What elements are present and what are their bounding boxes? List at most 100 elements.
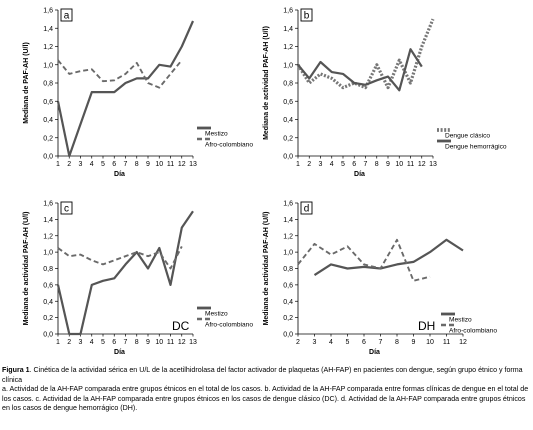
legend-label-1: Mestizo xyxy=(205,311,228,318)
panel-label: a xyxy=(64,11,70,22)
x-tick-label: 4 xyxy=(90,161,94,168)
series-line-1 xyxy=(56,20,195,158)
y-tick-label: 0,8 xyxy=(43,81,53,88)
y-tick-label: 0,6 xyxy=(43,282,53,289)
x-tick-label: 1 xyxy=(56,339,60,346)
panel-label: d xyxy=(304,204,310,215)
y-tick-label: 0,6 xyxy=(283,99,293,106)
y-tick-label: 1,0 xyxy=(283,62,293,69)
y-tick-label: 0,4 xyxy=(43,299,53,306)
series-line-2 xyxy=(297,238,431,282)
y-tick-label: 0,8 xyxy=(43,266,53,273)
y-tick-label: 1,6 xyxy=(43,201,53,208)
x-axis-label: Día xyxy=(114,349,125,356)
panel-label-box xyxy=(60,201,73,215)
chart-panel-b: 0,00,20,40,60,81,01,21,41,61 2 3 4 5 6 7 8 9 10 11… xyxy=(263,8,507,179)
corner-label: DH xyxy=(418,319,435,333)
y-tick-label: 0,8 xyxy=(283,266,293,273)
x-tick-label: 4 xyxy=(330,161,334,168)
x-tick-label: 3 xyxy=(79,161,83,168)
x-tick-label: 10 xyxy=(395,161,403,168)
x-tick-label: 11 xyxy=(443,339,450,346)
y-tick-label: 0,8 xyxy=(283,81,293,88)
chart-panel-d: 0,0 0,2 0,4 0,6 0,8 1,0 1,2 1,4 1,6 2 3 4 5 6 7 8 9 10 11 1… xyxy=(263,201,497,357)
x-tick-label: 10 xyxy=(426,339,434,346)
series-line-2 xyxy=(57,245,183,270)
x-tick-label: 12 xyxy=(178,161,186,168)
x-tick-label: 5 xyxy=(101,339,105,346)
x-axis-label: Día xyxy=(354,171,365,178)
x-tick-label: 6 xyxy=(352,161,356,168)
y-tick-label: 0,2 xyxy=(43,135,53,142)
y-tick-label: 1,0 xyxy=(283,250,293,257)
x-tick-label: 4 xyxy=(329,339,333,346)
series-line-1 xyxy=(296,18,435,90)
y-tick-label: 0,2 xyxy=(283,135,293,142)
x-tick-label: 7 xyxy=(124,161,128,168)
x-tick-label: 2 xyxy=(67,161,71,168)
x-tick-label: 10 xyxy=(155,339,163,346)
x-tick-label: 7 xyxy=(379,339,383,346)
x-tick-label: 3 xyxy=(319,161,323,168)
y-tick-label: 0,2 xyxy=(283,315,293,322)
legend-label-1: Mestizo xyxy=(449,317,472,324)
legend-label-2: Afro-colombiano xyxy=(205,142,253,149)
x-tick-label: 6 xyxy=(362,339,366,346)
y-tick-label: 1,4 xyxy=(283,217,293,224)
caption-title: . Cinética de la actividad sérica en U/L… xyxy=(2,366,523,384)
panel-label-box xyxy=(60,8,73,22)
x-tick-label: 11 xyxy=(407,161,414,168)
x-tick-label: 7 xyxy=(364,161,368,168)
x-tick-label: 1 xyxy=(296,161,300,168)
x-tick-label: 8 xyxy=(375,161,379,168)
chart-panel-a: 0,00,20,40,60,81,01,21,41,61 2 3 4 5 6 7 8 9 10 11… xyxy=(23,8,253,179)
x-tick-label: 10 xyxy=(155,161,163,168)
y-tick-label: 0,4 xyxy=(283,117,293,124)
figure-panels: 0,00,20,40,60,81,01,21,41,61 2 3 4 5 6 7 8 9 10 11… xyxy=(23,8,507,357)
legend-label-1: Dengue clásico xyxy=(445,133,490,140)
x-tick-label: 2 xyxy=(67,339,71,346)
x-tick-label: 6 xyxy=(112,339,116,346)
figure-caption: Figura 1. Cinética de la actividad séric… xyxy=(2,366,531,414)
x-tick-label: 3 xyxy=(79,339,83,346)
x-tick-label: 12 xyxy=(418,161,426,168)
y-tick-label: 0,0 xyxy=(43,154,53,161)
x-tick-label: 7 xyxy=(124,339,128,346)
y-tick-label: 0,4 xyxy=(43,117,53,124)
x-tick-label: 9 xyxy=(412,339,416,346)
x-axis-label: Día xyxy=(114,171,125,178)
series-line-1 xyxy=(313,238,464,277)
legend-label-2: Dengue hemorrágico xyxy=(445,144,507,151)
x-tick-label: 3 xyxy=(313,339,317,346)
legend-label-2: Afro-colombiano xyxy=(205,322,253,329)
y-tick-label: 1,6 xyxy=(43,8,53,15)
y-tick-label: 1,2 xyxy=(283,44,293,51)
panel-label-box xyxy=(300,8,313,22)
caption-body: a. Actividad de la AH-FAP comparada entr… xyxy=(2,385,529,413)
y-axis-label: Mediana de actividad PAF-AH (U/l) xyxy=(263,26,270,140)
y-tick-label: 0,0 xyxy=(283,154,293,161)
y-tick-label: 1,4 xyxy=(43,26,53,33)
y-axis-label: Mediana de actividad PAF-AH (U/l) xyxy=(23,212,30,326)
panel-label: b xyxy=(304,11,310,22)
caption-head: Figura 1 xyxy=(2,366,30,374)
x-axis-label: Día xyxy=(369,349,380,356)
x-tick-label: 8 xyxy=(135,161,139,168)
x-tick-label: 12 xyxy=(178,339,186,346)
x-tick-label: 5 xyxy=(341,161,345,168)
y-tick-label: 1,4 xyxy=(43,217,53,224)
panel-label: c xyxy=(64,204,69,215)
y-axis-label: Mediana de actividad PAF-AH (U/l) xyxy=(263,212,270,326)
y-tick-label: 1,2 xyxy=(43,44,53,51)
x-tick-label: 8 xyxy=(135,339,139,346)
x-tick-label: 5 xyxy=(346,339,350,346)
y-tick-label: 1,0 xyxy=(43,250,53,257)
x-tick-label: 1 xyxy=(56,161,60,168)
x-tick-label: 9 xyxy=(386,161,390,168)
y-tick-label: 0,0 xyxy=(43,332,53,339)
x-tick-label: 4 xyxy=(90,339,94,346)
x-tick-label: 2 xyxy=(307,161,311,168)
x-tick-label: 11 xyxy=(167,161,174,168)
series-line-2 xyxy=(297,48,423,92)
y-tick-label: 0,2 xyxy=(43,315,53,322)
